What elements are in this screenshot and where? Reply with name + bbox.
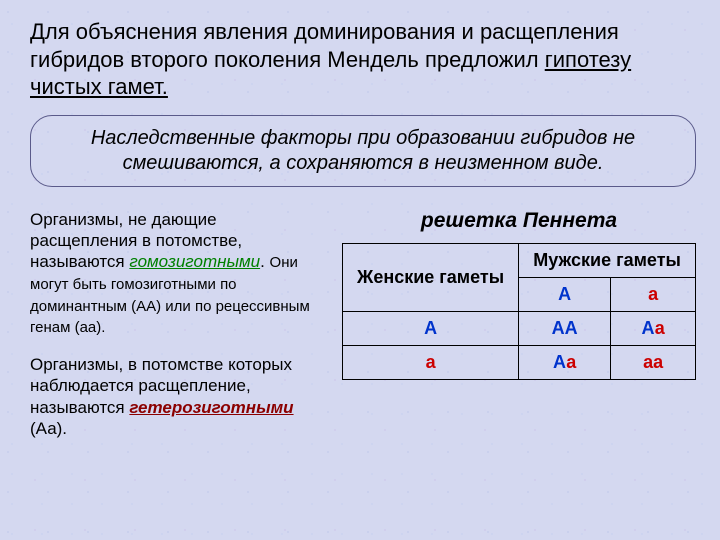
- intro-text: Для объяснения явления доминирования и р…: [30, 18, 696, 101]
- allele: А: [641, 318, 654, 338]
- cell-aa: аа: [611, 345, 696, 379]
- allele: А: [553, 352, 566, 372]
- table-row: а Аа аа: [343, 345, 696, 379]
- col-A: А: [519, 277, 611, 311]
- p1-b: .: [260, 252, 269, 271]
- term-homozygous: гомозиготными: [129, 252, 260, 271]
- table-row: Женские гаметы Мужские гаметы: [343, 243, 696, 277]
- right-column: решетка Пеннета Женские гаметы Мужские г…: [342, 209, 696, 456]
- allele: А: [552, 318, 565, 338]
- allele: а: [566, 352, 576, 372]
- term-heterozygous: гетерозиготными: [129, 398, 293, 417]
- p2-b: (Аа).: [30, 419, 67, 438]
- left-column: Организмы, не дающие расщепления в потом…: [30, 209, 320, 456]
- intro-main: Для объяснения явления доминирования и р…: [30, 19, 619, 72]
- callout-box: Наследственные факторы при образовании г…: [30, 115, 696, 187]
- female-header: Женские гаметы: [343, 243, 519, 311]
- allele: а: [643, 352, 653, 372]
- row-A: А: [343, 311, 519, 345]
- allele: а: [426, 352, 436, 372]
- allele: А: [558, 284, 571, 304]
- allele: А: [424, 318, 437, 338]
- homozygous-paragraph: Организмы, не дающие расщепления в потом…: [30, 209, 320, 339]
- cell-Aa: Аа: [611, 311, 696, 345]
- punnett-title: решетка Пеннета: [342, 209, 696, 233]
- punnett-table: Женские гаметы Мужские гаметы А а А АА А…: [342, 243, 696, 380]
- allele: а: [653, 352, 663, 372]
- allele: а: [655, 318, 665, 338]
- table-row: А АА Аа: [343, 311, 696, 345]
- male-header: Мужские гаметы: [519, 243, 696, 277]
- allele: а: [648, 284, 658, 304]
- columns: Организмы, не дающие расщепления в потом…: [30, 209, 696, 456]
- callout-text: Наследственные факторы при образовании г…: [91, 127, 635, 174]
- row-a: а: [343, 345, 519, 379]
- heterozygous-paragraph: Организмы, в потомстве которых наблюдает…: [30, 354, 320, 439]
- allele: А: [565, 318, 578, 338]
- cell-AA: АА: [519, 311, 611, 345]
- cell-aA: Аа: [519, 345, 611, 379]
- col-a: а: [611, 277, 696, 311]
